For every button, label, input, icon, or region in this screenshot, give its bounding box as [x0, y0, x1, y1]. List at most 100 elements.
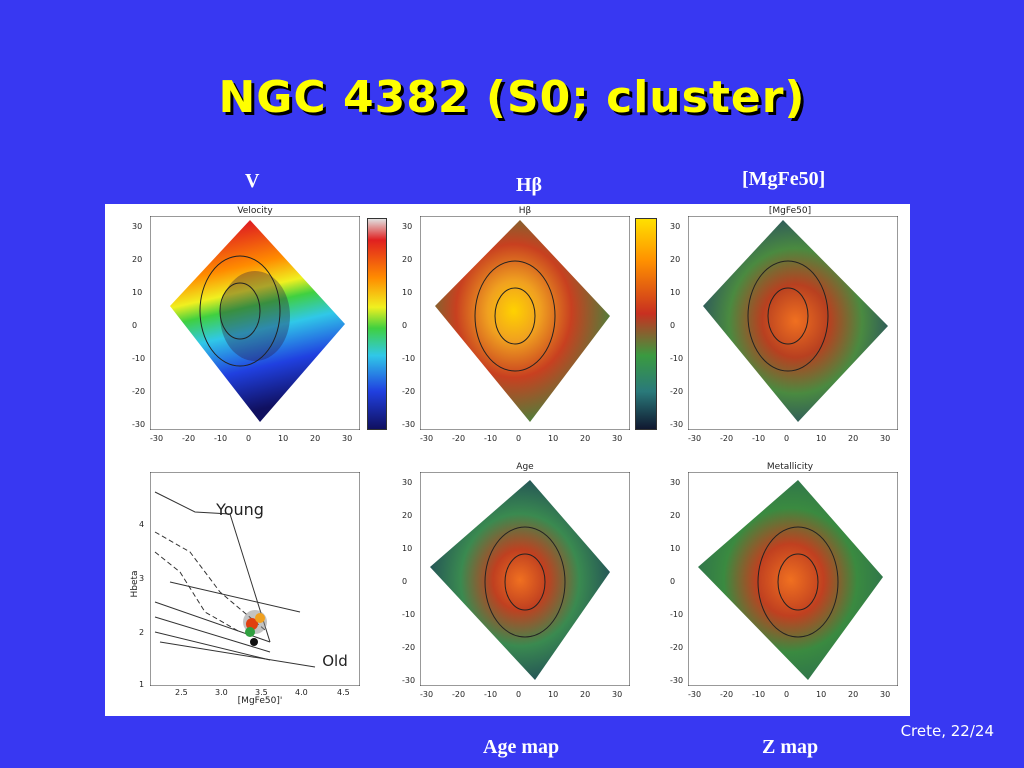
map-ytick: -20	[132, 387, 146, 396]
metallicity-map-graphic	[687, 471, 899, 687]
map-ytick: 30	[402, 478, 413, 487]
map-ytick: -10	[670, 354, 684, 363]
map-xtick: 0	[246, 434, 252, 443]
map-xtick: 20	[580, 690, 591, 699]
velocity-colorbar	[367, 218, 387, 430]
map-ytick: 20	[670, 511, 681, 520]
caption-age-map: Age map	[483, 736, 560, 758]
map-ytick: 30	[402, 222, 413, 231]
map-xtick: 10	[816, 690, 827, 699]
map-ytick: 10	[132, 288, 143, 297]
map-xtick: 30	[612, 690, 623, 699]
figure-panel: Velocity Hβ	[105, 204, 910, 716]
age-map	[419, 471, 631, 687]
grid-xlabel: [MgFe50]'	[237, 696, 283, 706]
map-ytick: 10	[670, 288, 681, 297]
map-xtick: -30	[420, 434, 434, 443]
map-xtick: 20	[580, 434, 591, 443]
hbeta-label: Hβ	[518, 206, 532, 216]
mgfe-label: [MgFe50]	[768, 206, 812, 216]
map-ytick: -20	[402, 643, 416, 652]
grid-xtick: 3.0	[215, 688, 228, 697]
map-xtick: 30	[342, 434, 353, 443]
age-label: Age	[516, 462, 534, 472]
map-ytick: -30	[402, 676, 416, 685]
map-xtick: -20	[720, 434, 734, 443]
caption-v: V	[245, 170, 260, 192]
grid-xtick: 4.5	[337, 688, 350, 697]
map-xtick: 20	[848, 434, 859, 443]
map-ytick: -10	[132, 354, 146, 363]
map-xtick: -20	[452, 690, 466, 699]
map-xtick: 0	[784, 690, 790, 699]
grid-xtick: 4.0	[295, 688, 308, 697]
slide-title: NGC 4382 (S0; cluster)	[218, 72, 806, 123]
map-ytick: -10	[402, 610, 416, 619]
map-xtick: -30	[420, 690, 434, 699]
map-xtick: -10	[484, 690, 498, 699]
slide-footer: Crete, 22/24	[900, 722, 994, 740]
map-ytick: -20	[402, 387, 416, 396]
map-ytick: 30	[670, 478, 681, 487]
map-xtick: -10	[752, 690, 766, 699]
map-ytick: -30	[402, 420, 416, 429]
map-ytick: -30	[132, 420, 146, 429]
map-xtick: 0	[784, 434, 790, 443]
grid-xtick: 3.5	[255, 688, 268, 697]
hbeta-colorbar	[635, 218, 657, 430]
map-ytick: -10	[402, 354, 416, 363]
map-ytick: -20	[670, 643, 684, 652]
grid-ylabel: Hbeta	[130, 570, 140, 598]
caption-z-map: Z map	[762, 736, 819, 758]
map-ytick: 20	[670, 255, 681, 264]
map-ytick: -20	[670, 387, 684, 396]
map-ytick: 0	[132, 321, 138, 330]
map-xtick: -20	[452, 434, 466, 443]
velocity-map-graphic	[149, 215, 361, 431]
map-ytick: -10	[670, 610, 684, 619]
grid-ytick: 4	[139, 520, 145, 529]
mgfe-map	[687, 215, 899, 431]
grid-ytick: 3	[139, 574, 145, 583]
map-xtick: 30	[880, 434, 891, 443]
grid-ytick: 2	[139, 628, 145, 637]
map-xtick: 10	[278, 434, 289, 443]
map-xtick: -20	[182, 434, 196, 443]
map-ytick: -30	[670, 676, 684, 685]
map-xtick: 30	[612, 434, 623, 443]
map-xtick: -10	[484, 434, 498, 443]
map-xtick: -10	[214, 434, 228, 443]
velocity-map	[149, 215, 361, 431]
map-xtick: 20	[310, 434, 321, 443]
map-ytick: 30	[132, 222, 143, 231]
hbeta-map	[419, 215, 631, 431]
map-xtick: -10	[752, 434, 766, 443]
map-ytick: 0	[670, 321, 676, 330]
map-xtick: 20	[848, 690, 859, 699]
age-map-graphic	[419, 471, 631, 687]
map-xtick: 30	[880, 690, 891, 699]
map-xtick: -30	[688, 434, 702, 443]
map-ytick: 0	[402, 577, 408, 586]
map-ytick: 0	[670, 577, 676, 586]
metallicity-label: Metallicity	[766, 462, 814, 472]
mgfe-map-graphic	[687, 215, 899, 431]
map-ytick: 20	[402, 511, 413, 520]
velocity-label: Velocity	[237, 206, 273, 216]
index-grid-plot	[149, 471, 361, 687]
map-xtick: 0	[516, 434, 522, 443]
map-xtick: 10	[548, 690, 559, 699]
map-ytick: 10	[670, 544, 681, 553]
map-ytick: 30	[670, 222, 681, 231]
map-ytick: -30	[670, 420, 684, 429]
map-xtick: -30	[150, 434, 164, 443]
young-label: Young	[216, 500, 264, 519]
map-ytick: 10	[402, 288, 413, 297]
map-xtick: 10	[816, 434, 827, 443]
map-ytick: 10	[402, 544, 413, 553]
map-xtick: 10	[548, 434, 559, 443]
grid-xtick: 2.5	[175, 688, 188, 697]
map-xtick: -30	[688, 690, 702, 699]
map-xtick: 0	[516, 690, 522, 699]
caption-hbeta: Hβ	[516, 174, 543, 196]
